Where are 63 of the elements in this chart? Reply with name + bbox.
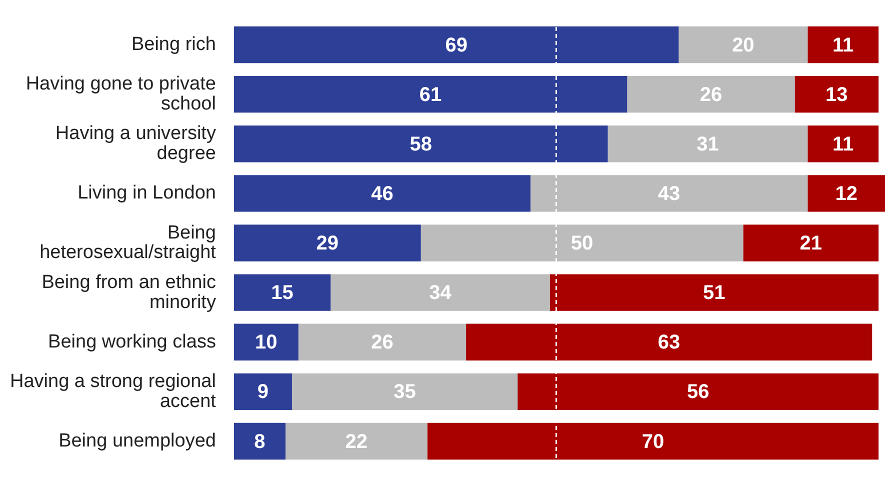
bar bbox=[794, 76, 879, 113]
bar bbox=[234, 175, 530, 212]
y-tick-label: Having a strong regional accent bbox=[10, 370, 217, 412]
bar bbox=[466, 324, 872, 360]
bar bbox=[427, 422, 879, 460]
bar bbox=[298, 324, 466, 360]
bar bbox=[330, 274, 550, 311]
data-label: 70 bbox=[642, 430, 664, 453]
data-label: 15 bbox=[271, 282, 294, 304]
bar bbox=[808, 175, 885, 212]
y-tick-label: Being from an ethnic minority bbox=[42, 272, 216, 313]
data-label: 22 bbox=[345, 430, 368, 453]
bar bbox=[608, 126, 808, 162]
y-tick-label: Having gone to private school bbox=[26, 74, 216, 115]
data-label: 69 bbox=[445, 34, 468, 56]
bar bbox=[292, 373, 518, 410]
y-tick-label: Being rich bbox=[131, 34, 216, 55]
data-label: 51 bbox=[703, 282, 726, 304]
y-tick-label: Being unemployed bbox=[58, 430, 216, 452]
bar bbox=[743, 224, 879, 262]
bar bbox=[550, 274, 879, 311]
data-label: 10 bbox=[255, 332, 278, 354]
y-tick-label: Living in London bbox=[78, 182, 216, 204]
data-label: 31 bbox=[696, 133, 719, 156]
y-tick-label: Having a university degree bbox=[55, 123, 216, 164]
data-label: 26 bbox=[700, 84, 722, 106]
data-label: 13 bbox=[826, 84, 848, 106]
bar bbox=[627, 76, 795, 113]
bar bbox=[518, 373, 879, 410]
bar bbox=[234, 324, 298, 360]
bar bbox=[530, 175, 808, 212]
data-label: 12 bbox=[835, 182, 858, 205]
data-label: 56 bbox=[686, 381, 710, 404]
data-label: 29 bbox=[316, 232, 339, 255]
data-label: 46 bbox=[371, 182, 394, 205]
data-label: 11 bbox=[832, 34, 854, 56]
bar bbox=[234, 224, 421, 262]
bar bbox=[420, 224, 744, 262]
bar bbox=[808, 26, 879, 64]
bar bbox=[234, 422, 286, 460]
data-label: 8 bbox=[254, 430, 266, 453]
y-tick-label: Being working class bbox=[48, 331, 216, 352]
data-label: 34 bbox=[429, 282, 452, 304]
bar bbox=[234, 126, 608, 162]
bar bbox=[234, 373, 292, 410]
data-label: 26 bbox=[371, 332, 394, 354]
data-label: 58 bbox=[410, 133, 432, 156]
bar bbox=[234, 26, 679, 64]
bar bbox=[808, 126, 879, 162]
data-label: 63 bbox=[658, 332, 680, 354]
data-label: 50 bbox=[570, 232, 594, 255]
data-label: 20 bbox=[732, 34, 754, 56]
bar bbox=[234, 274, 331, 311]
data-label: 11 bbox=[832, 133, 854, 156]
data-label: 21 bbox=[800, 232, 822, 255]
bar bbox=[286, 422, 428, 460]
bar bbox=[234, 76, 628, 113]
bar bbox=[678, 26, 808, 64]
data-label: 9 bbox=[257, 381, 269, 404]
data-label: 61 bbox=[419, 84, 442, 106]
data-label: 35 bbox=[394, 381, 416, 404]
y-tick-label: Being heterosexual/straight bbox=[40, 222, 217, 264]
data-label: 43 bbox=[658, 182, 680, 205]
